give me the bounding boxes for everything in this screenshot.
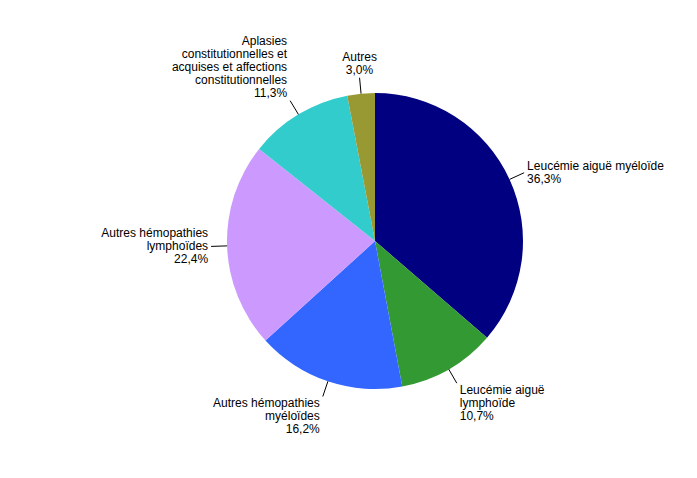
svg-text:Autres hémopathieslymphoïdes22: Autres hémopathieslymphoïdes22,4%	[101, 226, 208, 266]
svg-text:Autres hémopathiesmyéloïdes16,: Autres hémopathiesmyéloïdes16,2%	[213, 396, 320, 436]
svg-text:Leucémie aiguëlymphoïde10,7%: Leucémie aiguëlymphoïde10,7%	[460, 383, 545, 423]
svg-text:Aplasiesconstitutionnelles eta: Aplasiesconstitutionnelles etacquises et…	[172, 34, 288, 100]
svg-text:Autres3,0%: Autres3,0%	[342, 50, 377, 77]
svg-text:Leucémie aiguë myéloïde36,3%: Leucémie aiguë myéloïde36,3%	[527, 159, 664, 186]
